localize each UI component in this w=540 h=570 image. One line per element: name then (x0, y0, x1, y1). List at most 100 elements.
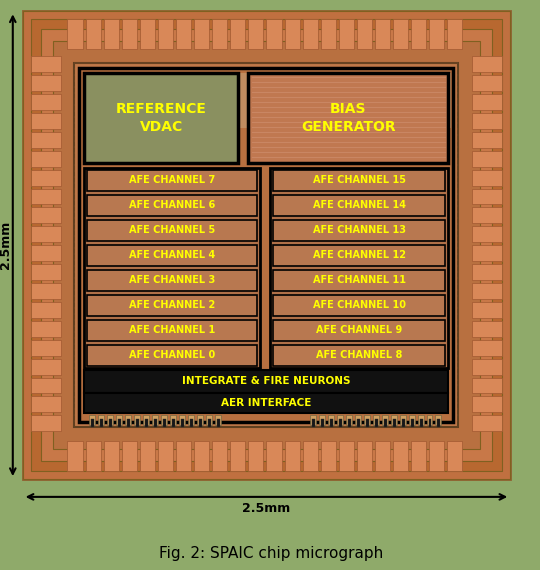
Bar (400, 416, 406, 425)
Bar (87, 245, 257, 266)
Text: REFERENCE
VDAC: REFERENCE VDAC (116, 101, 206, 134)
Bar (31, 302, 60, 318)
Bar (31, 264, 60, 280)
Bar (472, 245, 502, 261)
Bar (339, 420, 342, 428)
Bar (273, 295, 446, 316)
Bar (285, 441, 300, 471)
Bar (472, 377, 502, 393)
Bar (472, 321, 502, 337)
Bar (118, 420, 121, 428)
Bar (127, 420, 130, 428)
Bar (337, 416, 343, 425)
Bar (357, 420, 360, 428)
Bar (472, 150, 502, 166)
Bar (31, 75, 60, 91)
Bar (170, 416, 176, 425)
Bar (197, 416, 203, 425)
Bar (472, 302, 502, 318)
Text: AFE CHANNEL 12: AFE CHANNEL 12 (313, 250, 406, 260)
Bar (472, 416, 502, 431)
Text: AFE CHANNEL 15: AFE CHANNEL 15 (313, 175, 406, 185)
Bar (87, 344, 257, 365)
Bar (472, 189, 502, 205)
Text: INTEGRATE & FIRE NEURONS: INTEGRATE & FIRE NEURONS (182, 377, 350, 386)
Bar (163, 420, 166, 428)
Bar (136, 420, 139, 428)
Bar (366, 420, 369, 428)
Bar (107, 416, 113, 425)
Bar (31, 245, 60, 261)
Text: AFE CHANNEL 7: AFE CHANNEL 7 (129, 175, 215, 185)
Bar (31, 94, 60, 110)
Bar (217, 420, 220, 428)
Text: AFE CHANNEL 1: AFE CHANNEL 1 (129, 325, 215, 335)
Bar (248, 73, 449, 162)
Bar (140, 441, 155, 471)
Text: AFE CHANNEL 6: AFE CHANNEL 6 (129, 200, 215, 210)
Bar (68, 441, 83, 471)
Bar (437, 420, 441, 428)
Bar (472, 113, 502, 129)
Bar (31, 189, 60, 205)
Bar (472, 283, 502, 299)
Bar (40, 29, 492, 461)
Bar (472, 170, 502, 185)
Bar (330, 420, 333, 428)
Bar (100, 420, 103, 428)
Bar (411, 19, 426, 49)
Bar (411, 441, 426, 471)
Bar (357, 441, 372, 471)
Bar (339, 19, 354, 49)
Bar (427, 416, 433, 425)
Bar (31, 340, 60, 356)
Bar (266, 19, 281, 49)
Bar (393, 19, 408, 49)
Bar (122, 19, 137, 49)
Bar (435, 416, 441, 425)
Bar (206, 416, 212, 425)
Bar (84, 168, 260, 368)
Bar (176, 441, 191, 471)
Bar (472, 264, 502, 280)
Bar (208, 420, 211, 428)
Bar (31, 416, 60, 431)
Bar (420, 420, 422, 428)
Bar (273, 170, 446, 190)
Bar (364, 416, 370, 425)
Bar (75, 63, 458, 428)
Bar (84, 369, 449, 393)
Bar (172, 420, 175, 428)
Bar (91, 420, 94, 428)
Bar (409, 416, 415, 425)
Text: ETHzürich: ETHzürich (363, 90, 419, 100)
Bar (472, 94, 502, 110)
Bar (140, 19, 155, 49)
Bar (310, 416, 316, 425)
Bar (31, 396, 60, 412)
Bar (52, 41, 480, 449)
Text: AFE CHANNEL 13: AFE CHANNEL 13 (313, 225, 406, 235)
Bar (31, 321, 60, 337)
Bar (402, 420, 404, 428)
Bar (31, 359, 60, 374)
Bar (339, 441, 354, 471)
Bar (31, 170, 60, 185)
Bar (87, 194, 257, 215)
Bar (410, 420, 414, 428)
Bar (472, 226, 502, 242)
Bar (31, 226, 60, 242)
Bar (109, 420, 112, 428)
Bar (188, 416, 194, 425)
Bar (87, 320, 257, 341)
Bar (393, 441, 408, 471)
Bar (273, 219, 446, 241)
Bar (472, 132, 502, 148)
Bar (31, 207, 60, 223)
Bar (447, 441, 462, 471)
Bar (302, 19, 318, 49)
Bar (87, 295, 257, 316)
Bar (273, 245, 446, 266)
Bar (447, 19, 462, 49)
Bar (472, 56, 502, 72)
